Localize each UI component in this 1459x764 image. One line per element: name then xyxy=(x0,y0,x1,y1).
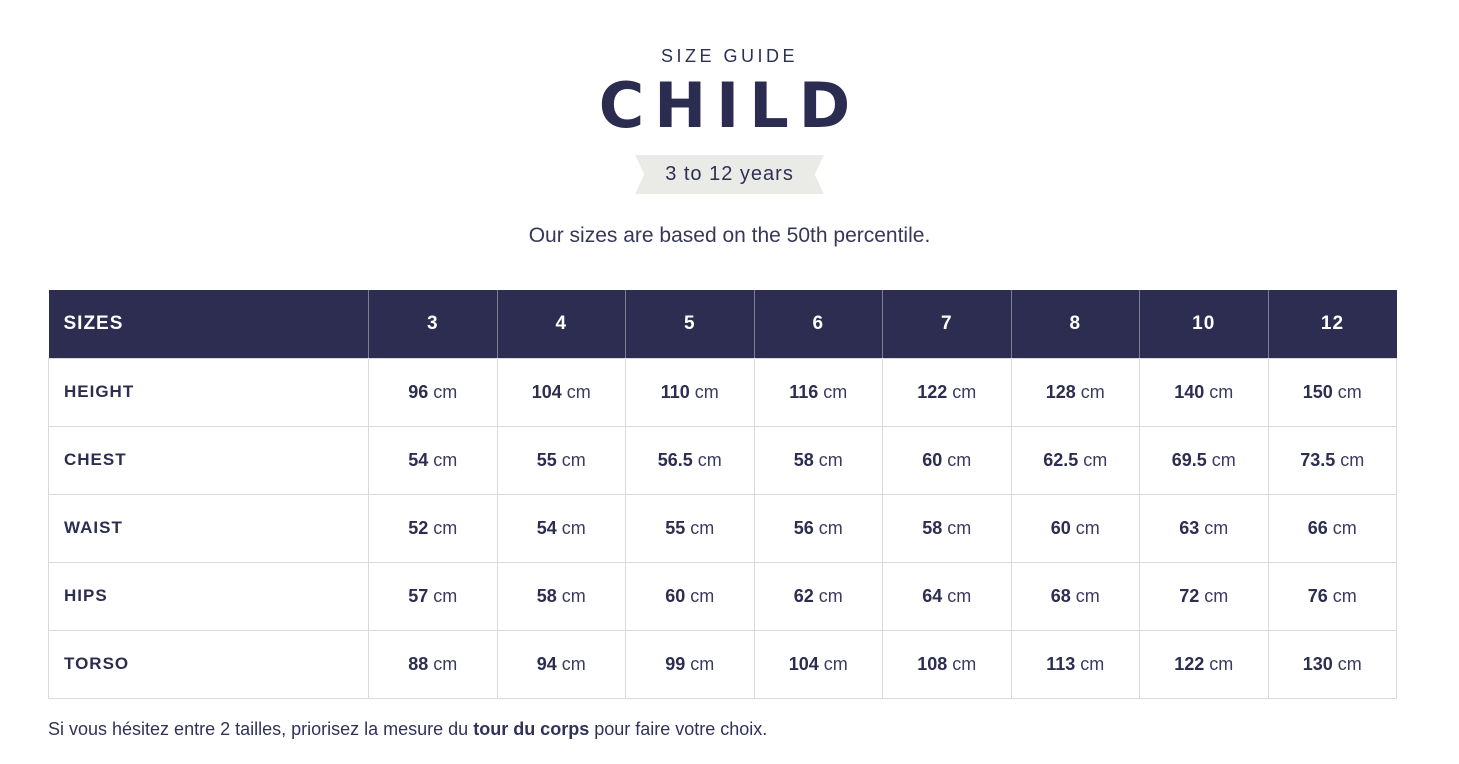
cell-chest-8: 62.5 cm xyxy=(1010,425,1140,495)
cell-torso-7: 108 cm xyxy=(882,629,1012,699)
cell-chest-4: 55 cm xyxy=(496,425,626,495)
footnote-prefix: Si vous hésitez entre 2 tailles, prioris… xyxy=(48,718,474,739)
cell-hips-10: 72 cm xyxy=(1139,561,1269,631)
cell-chest-12: 73.5 cm xyxy=(1267,425,1397,495)
row-label-height: HEIGHT xyxy=(48,357,369,427)
cell-height-7: 122 cm xyxy=(882,357,1012,427)
size-table-header: SIZES 3 4 5 6 7 8 10 12 xyxy=(48,290,1397,358)
row-label-waist: WAIST xyxy=(48,493,369,563)
footnote-bold-term: tour du corps xyxy=(473,718,590,739)
header-cell-size-10: 10 xyxy=(1139,290,1268,358)
cell-height-4: 104 cm xyxy=(496,357,626,427)
cell-torso-12: 130 cm xyxy=(1267,629,1397,699)
cell-chest-10: 69.5 cm xyxy=(1139,425,1269,495)
header-cell-size-5: 5 xyxy=(625,290,754,358)
row-label-hips: HIPS xyxy=(48,561,369,631)
page-title: CHILD xyxy=(598,69,861,142)
cell-height-12: 150 cm xyxy=(1267,357,1397,427)
header-row: SIZES 3 4 5 6 7 8 10 12 xyxy=(48,290,1397,358)
cell-waist-3: 52 cm xyxy=(368,493,498,563)
cell-torso-10: 122 cm xyxy=(1139,629,1269,699)
cell-hips-5: 60 cm xyxy=(625,561,755,631)
cell-chest-5: 56.5 cm xyxy=(625,425,755,495)
size-table: SIZES 3 4 5 6 7 8 10 12 HEIGHT 96 cm 104… xyxy=(48,290,1397,699)
cell-hips-6: 62 cm xyxy=(753,561,883,631)
row-label-torso: TORSO xyxy=(48,629,369,699)
cell-chest-7: 60 cm xyxy=(882,425,1012,495)
cell-waist-8: 60 cm xyxy=(1010,493,1140,563)
size-hint-footnote: Si vous hésitez entre 2 tailles, prioris… xyxy=(48,719,1411,740)
cell-torso-6: 104 cm xyxy=(753,629,883,699)
table-row-chest: CHEST 54 cm 55 cm 56.5 cm 58 cm 60 cm 62… xyxy=(48,425,1397,495)
cell-torso-5: 99 cm xyxy=(625,629,755,699)
cell-waist-7: 58 cm xyxy=(882,493,1012,563)
table-row-waist: WAIST 52 cm 54 cm 55 cm 56 cm 58 cm 60 c… xyxy=(48,493,1397,563)
header-cell-size-4: 4 xyxy=(496,290,626,358)
cell-height-10: 140 cm xyxy=(1139,357,1269,427)
cell-height-8: 128 cm xyxy=(1010,357,1140,427)
cell-hips-3: 57 cm xyxy=(368,561,498,631)
cell-chest-3: 54 cm xyxy=(368,425,498,495)
table-row-hips: HIPS 57 cm 58 cm 60 cm 62 cm 64 cm 68 cm… xyxy=(48,561,1397,631)
cell-waist-12: 66 cm xyxy=(1267,493,1397,563)
cell-height-3: 96 cm xyxy=(368,357,498,427)
header-cell-sizes: SIZES xyxy=(48,290,369,358)
percentile-subtitle: Our sizes are based on the 50th percenti… xyxy=(528,224,931,247)
age-range-ribbon-wrap: 3 to 12 years xyxy=(0,155,1459,194)
cell-torso-3: 88 cm xyxy=(368,629,498,699)
header-cell-size-6: 6 xyxy=(753,290,883,358)
row-label-chest: CHEST xyxy=(48,425,369,495)
header-cell-size-12: 12 xyxy=(1267,290,1397,358)
size-table-body: HEIGHT 96 cm 104 cm 110 cm 116 cm 122 cm… xyxy=(48,357,1397,699)
cell-waist-4: 54 cm xyxy=(496,493,626,563)
cell-waist-10: 63 cm xyxy=(1139,493,1269,563)
footnote-suffix: pour faire votre choix. xyxy=(589,718,768,739)
cell-hips-12: 76 cm xyxy=(1267,561,1397,631)
header-cell-size-3: 3 xyxy=(368,290,497,358)
cell-hips-7: 64 cm xyxy=(882,561,1012,631)
header-cell-size-8: 8 xyxy=(1010,290,1140,358)
cell-hips-4: 58 cm xyxy=(496,561,626,631)
cell-torso-8: 113 cm xyxy=(1010,629,1140,699)
page-header: SIZE GUIDE CHILD 3 to 12 years Our sizes… xyxy=(0,0,1459,248)
table-row-height: HEIGHT 96 cm 104 cm 110 cm 116 cm 122 cm… xyxy=(48,357,1397,427)
cell-height-6: 116 cm xyxy=(753,357,883,427)
age-range-badge: 3 to 12 years xyxy=(635,155,824,194)
cell-waist-6: 56 cm xyxy=(753,493,883,563)
cell-hips-8: 68 cm xyxy=(1010,561,1140,631)
table-row-torso: TORSO 88 cm 94 cm 99 cm 104 cm 108 cm 11… xyxy=(48,629,1397,699)
header-cell-size-7: 7 xyxy=(882,290,1011,358)
cell-chest-6: 58 cm xyxy=(753,425,883,495)
cell-height-5: 110 cm xyxy=(625,357,755,427)
cell-torso-4: 94 cm xyxy=(496,629,626,699)
cell-waist-5: 55 cm xyxy=(625,493,755,563)
size-guide-eyebrow: SIZE GUIDE xyxy=(660,46,798,66)
